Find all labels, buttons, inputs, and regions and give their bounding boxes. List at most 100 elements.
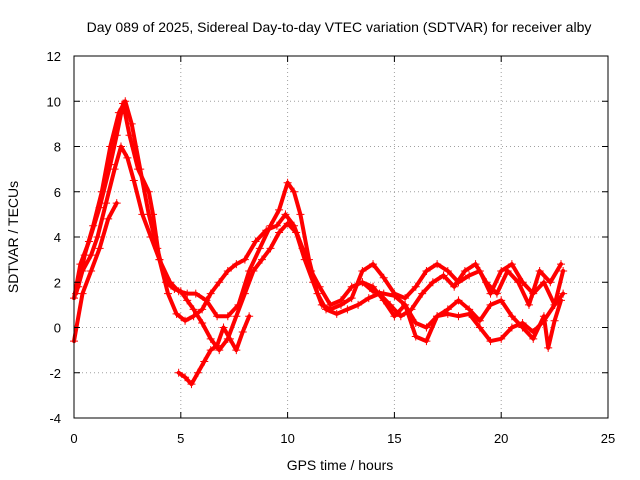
data-point xyxy=(144,210,153,219)
data-point xyxy=(191,289,200,298)
chart-title: Day 089 of 2025, Sidereal Day-to-day VTE… xyxy=(87,19,592,35)
data-point xyxy=(343,305,352,314)
data-point xyxy=(300,255,309,264)
data-point xyxy=(174,368,183,377)
data-point xyxy=(223,312,232,321)
series-line xyxy=(176,314,252,387)
data-point xyxy=(232,346,241,355)
y-tick-label: 12 xyxy=(47,49,61,64)
data-point xyxy=(486,300,495,309)
data-point xyxy=(251,237,260,246)
data-point xyxy=(428,278,437,287)
data-point xyxy=(163,289,172,298)
data-point xyxy=(422,337,431,346)
y-tick-label: 2 xyxy=(54,275,61,290)
data-point xyxy=(170,285,179,294)
data-point xyxy=(172,309,181,318)
data-point xyxy=(89,221,98,230)
data-point xyxy=(110,165,119,174)
series-line xyxy=(74,144,566,344)
x-tick-label: 25 xyxy=(601,431,615,446)
data-point xyxy=(401,300,410,309)
data-point xyxy=(104,214,113,223)
y-tick-label: 4 xyxy=(54,230,61,245)
data-point xyxy=(544,343,553,352)
data-point xyxy=(123,153,132,162)
data-point xyxy=(189,305,198,314)
data-point xyxy=(181,373,190,382)
data-point xyxy=(153,244,162,253)
data-point xyxy=(206,334,215,343)
data-point xyxy=(292,228,301,237)
data-point xyxy=(272,221,281,230)
data-point xyxy=(364,294,373,303)
y-axis-label: SDTVAR / TECUs xyxy=(5,181,21,293)
data-point xyxy=(422,323,431,332)
data-point xyxy=(507,312,516,321)
data-point xyxy=(106,142,115,151)
data-point xyxy=(433,260,442,269)
data-point xyxy=(215,346,224,355)
x-tick-label: 0 xyxy=(70,431,77,446)
data-point xyxy=(176,287,185,296)
series-track-c xyxy=(74,97,568,355)
data-point xyxy=(524,300,533,309)
data-point xyxy=(232,260,241,269)
data-point xyxy=(112,199,121,208)
data-point xyxy=(296,210,305,219)
data-point xyxy=(262,226,271,235)
data-point xyxy=(454,278,463,287)
data-point xyxy=(78,289,87,298)
x-tick-label: 5 xyxy=(177,431,184,446)
data-point xyxy=(379,273,388,282)
data-point xyxy=(433,312,442,321)
data-point xyxy=(102,199,111,208)
data-point xyxy=(559,266,568,275)
data-point xyxy=(358,278,367,287)
data-point xyxy=(223,266,232,275)
data-point xyxy=(206,346,215,355)
series-track-b xyxy=(72,142,568,346)
data-point xyxy=(529,334,538,343)
x-tick-label: 15 xyxy=(387,431,401,446)
data-point xyxy=(187,380,196,389)
data-point xyxy=(439,271,448,280)
data-point xyxy=(200,357,209,366)
data-point xyxy=(136,165,145,174)
data-point xyxy=(337,300,345,309)
data-point xyxy=(550,316,559,325)
data-point xyxy=(390,312,399,321)
series-line xyxy=(72,201,119,344)
data-point xyxy=(249,266,258,275)
data-point xyxy=(87,266,96,275)
y-tick-label: 8 xyxy=(54,140,61,155)
data-point xyxy=(215,278,224,287)
data-point xyxy=(535,266,544,275)
data-point xyxy=(206,289,215,298)
data-point xyxy=(486,289,495,298)
y-tick-label: -4 xyxy=(49,411,61,426)
data-point xyxy=(317,300,326,309)
data-point xyxy=(95,244,104,253)
y-tick-label: 10 xyxy=(47,94,61,109)
data-point xyxy=(379,296,388,305)
data-point xyxy=(557,260,566,269)
data-point xyxy=(497,334,506,343)
x-tick-label: 20 xyxy=(494,431,508,446)
y-tick-label: 6 xyxy=(54,185,61,200)
data-point xyxy=(529,289,538,298)
data-point xyxy=(347,294,356,303)
data-point xyxy=(454,312,463,321)
data-point xyxy=(193,368,202,377)
data-point xyxy=(460,266,469,275)
data-point xyxy=(127,119,136,128)
data-point xyxy=(443,266,452,275)
data-point xyxy=(475,323,484,332)
data-point xyxy=(475,316,484,325)
data-point xyxy=(181,316,190,325)
data-point xyxy=(238,328,247,337)
data-point xyxy=(379,289,388,298)
data-point xyxy=(358,266,367,275)
data-point xyxy=(326,305,335,314)
